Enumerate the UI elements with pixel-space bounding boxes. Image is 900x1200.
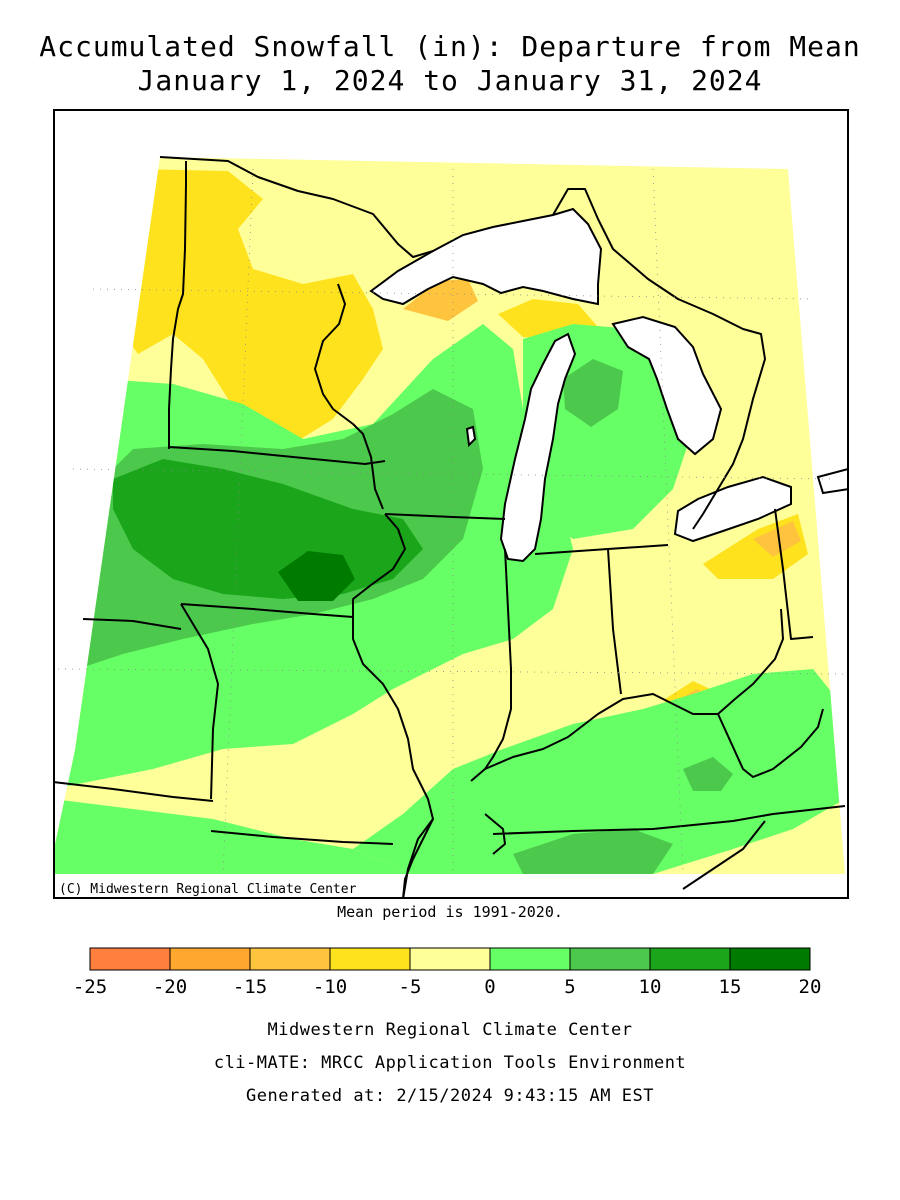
border-nd-mn — [168, 161, 187, 449]
border-mn-ia — [168, 446, 386, 465]
contour-0-to-5-south-plains — [53, 799, 413, 874]
legend-tick-label: -10 — [313, 976, 347, 998]
contour-5-to-10-michigan-interior — [563, 359, 623, 427]
border-ne-ks — [53, 781, 214, 802]
lake-huron — [611, 315, 723, 456]
legend-tick-label: 5 — [564, 976, 575, 998]
legend-swatch — [649, 947, 731, 971]
contour-minus10-to-minus15-lake-superior — [403, 279, 478, 321]
map-date-range: January 1, 2024 to January 31, 2024 — [137, 64, 763, 97]
map-grid — [57, 168, 844, 875]
legend-swatch — [89, 947, 171, 971]
legend-tick-label: 20 — [799, 976, 822, 998]
great-lakes — [369, 207, 849, 563]
lake-erie — [673, 475, 792, 543]
border-canada — [159, 156, 434, 258]
legend-tick-label: 0 — [484, 976, 495, 998]
border-mississippi-south — [402, 818, 434, 899]
copyright-label: (C) Midwestern Regional Climate Center — [59, 882, 357, 897]
contour-5-to-10-kentucky — [683, 757, 733, 791]
legend-tick-label: -25 — [73, 976, 107, 998]
map-title: Accumulated Snowfall (in): Departure fro… — [39, 30, 861, 63]
footer-tool: cli-MATE: MRCC Application Tools Environ… — [213, 1053, 687, 1073]
legend-swatch — [489, 947, 571, 971]
legend-tick-label: -15 — [233, 976, 267, 998]
border-ky-wv-va — [717, 708, 824, 778]
border-tn-va — [682, 820, 766, 890]
border-mo-ar — [210, 830, 394, 845]
border-mo-il — [352, 617, 434, 899]
contour-minus5-to-minus10-north — [113, 169, 383, 444]
legend-swatch — [169, 947, 251, 971]
legend-swatch — [569, 947, 651, 971]
border-oh-pa — [774, 508, 814, 640]
legend-tick-label: -5 — [399, 976, 422, 998]
border-in-ky-oh-river — [484, 608, 784, 770]
lake-superior — [369, 207, 603, 306]
legend-tick-label: -20 — [153, 976, 187, 998]
lake-ontario — [816, 467, 849, 495]
border-ia-il — [352, 513, 406, 617]
border-ky-south — [484, 813, 506, 855]
contour-5-to-10-tennessee — [513, 829, 673, 874]
border-il-in — [470, 548, 512, 782]
legend-swatch — [729, 947, 811, 971]
lake-winnebago — [465, 425, 477, 448]
mean-period-note: Mean period is 1991-2020. — [337, 903, 563, 921]
border-mo-ks — [180, 603, 219, 800]
border-wi-il — [384, 513, 506, 520]
footer-org: Midwestern Regional Climate Center — [267, 1020, 633, 1040]
snowfall-departure-map: (C) Midwestern Regional Climate Center — [53, 109, 849, 899]
border-ky-tn — [492, 805, 846, 835]
border-sd-ne — [82, 618, 182, 630]
legend-swatch — [409, 947, 491, 971]
state-borders — [53, 156, 846, 899]
contour-15-to-20-iowa — [278, 551, 355, 601]
border-canada-east — [552, 188, 766, 530]
legend-tick-label: 15 — [719, 976, 742, 998]
legend-tick-label: 10 — [639, 976, 662, 998]
border-mi-in-oh — [534, 544, 669, 555]
lake-michigan — [499, 332, 577, 563]
border-ia-mo — [180, 603, 354, 618]
legend-swatch — [249, 947, 331, 971]
color-legend: -25 -20 -15 -10 -5 0 5 10 15 20 — [73, 947, 822, 998]
contour-minus10-to-minus15-lake-erie — [753, 521, 801, 557]
legend-swatch — [329, 947, 411, 971]
footer-generated: Generated at: 2/15/2024 9:43:15 AM EST — [246, 1086, 654, 1106]
